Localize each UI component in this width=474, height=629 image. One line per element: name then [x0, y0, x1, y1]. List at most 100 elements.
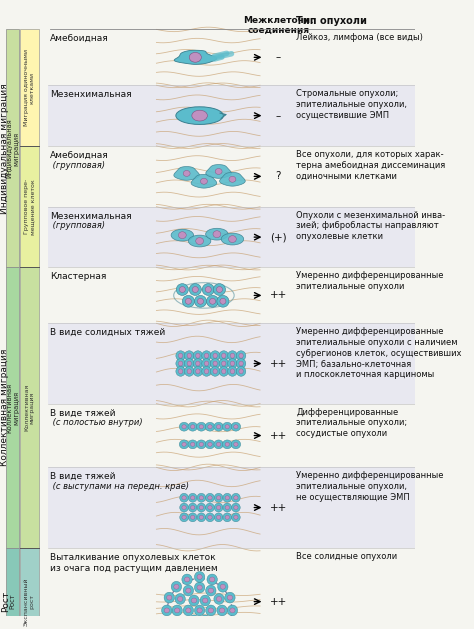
Ellipse shape	[208, 506, 212, 509]
Ellipse shape	[164, 618, 174, 628]
Text: ?: ?	[275, 171, 281, 181]
Ellipse shape	[204, 353, 209, 358]
Bar	[20, 146, 39, 267]
Ellipse shape	[219, 608, 225, 613]
Ellipse shape	[217, 496, 221, 499]
Text: Умеренно дифференцированные
эпителиальные опухоли с наличием
субрегионов клеток,: Умеренно дифференцированные эпителиальны…	[296, 327, 462, 379]
Ellipse shape	[194, 582, 205, 593]
Ellipse shape	[174, 608, 180, 613]
Polygon shape	[191, 174, 217, 188]
Ellipse shape	[220, 298, 226, 304]
Ellipse shape	[191, 442, 195, 447]
Text: Лейкоз, лимфома (все виды): Лейкоз, лимфома (все виды)	[296, 33, 423, 42]
Ellipse shape	[184, 367, 194, 376]
Text: –: –	[275, 111, 281, 121]
Ellipse shape	[217, 620, 222, 625]
Ellipse shape	[197, 503, 206, 512]
Ellipse shape	[187, 369, 191, 374]
Ellipse shape	[194, 296, 207, 307]
Ellipse shape	[234, 515, 238, 520]
Ellipse shape	[199, 506, 203, 509]
Ellipse shape	[176, 284, 188, 296]
Ellipse shape	[234, 425, 238, 429]
Ellipse shape	[206, 503, 214, 512]
Bar	[20, 267, 39, 548]
Ellipse shape	[228, 359, 237, 369]
Ellipse shape	[223, 493, 232, 502]
Ellipse shape	[202, 367, 211, 376]
Ellipse shape	[199, 515, 203, 520]
Ellipse shape	[228, 367, 237, 376]
Text: Индивидуальная
миграция: Индивидуальная миграция	[6, 118, 19, 178]
Ellipse shape	[179, 440, 189, 448]
Bar	[20, 30, 39, 146]
Ellipse shape	[167, 595, 172, 600]
Polygon shape	[174, 167, 200, 181]
Ellipse shape	[237, 359, 246, 369]
Text: Умеренно дифференцированные
эпителиальные опухоли,
не осуществляющие ЭМП: Умеренно дифференцированные эпителиальны…	[296, 471, 444, 502]
Ellipse shape	[219, 359, 228, 369]
Polygon shape	[219, 172, 245, 186]
Text: (+): (+)	[270, 232, 286, 242]
Ellipse shape	[214, 493, 223, 502]
Text: Амебоидная: Амебоидная	[50, 35, 109, 43]
Ellipse shape	[232, 513, 240, 521]
Ellipse shape	[187, 353, 191, 358]
Ellipse shape	[188, 235, 211, 247]
Text: –: –	[275, 52, 281, 62]
Ellipse shape	[206, 493, 214, 502]
Ellipse shape	[237, 351, 246, 360]
Ellipse shape	[205, 422, 215, 431]
Ellipse shape	[214, 513, 223, 521]
Ellipse shape	[217, 296, 229, 307]
Ellipse shape	[183, 170, 190, 176]
Ellipse shape	[188, 422, 198, 431]
Ellipse shape	[206, 513, 214, 521]
Ellipse shape	[182, 574, 192, 585]
Ellipse shape	[194, 605, 205, 616]
Ellipse shape	[217, 515, 221, 520]
Ellipse shape	[178, 361, 183, 366]
Ellipse shape	[237, 367, 246, 376]
Bar	[6, 30, 19, 267]
Text: Опухоли с мезенхимальной инва-
зией; фибробласты направляют
опухолевые клетки: Опухоли с мезенхимальной инва- зией; фиб…	[296, 211, 446, 241]
Ellipse shape	[191, 598, 197, 603]
Polygon shape	[206, 165, 231, 178]
Text: Все опухоли, для которых харак-
терна амебоидная диссеминация
одиночными клеткам: Все опухоли, для которых харак- терна ам…	[296, 150, 446, 181]
Ellipse shape	[200, 595, 210, 606]
Ellipse shape	[231, 440, 241, 448]
Ellipse shape	[228, 621, 233, 626]
Bar	[20, 548, 39, 629]
Text: Экспансивный
рост: Экспансивный рост	[24, 577, 35, 626]
Ellipse shape	[167, 621, 172, 626]
Ellipse shape	[171, 581, 182, 592]
Text: ++: ++	[270, 596, 287, 606]
Ellipse shape	[210, 367, 220, 376]
Ellipse shape	[213, 231, 221, 238]
Ellipse shape	[213, 353, 217, 358]
Text: Коллективная
миграция: Коллективная миграция	[6, 382, 19, 433]
Ellipse shape	[213, 369, 217, 374]
Ellipse shape	[176, 351, 185, 360]
Text: Дифференцированные
эпителиальные опухоли;
сосудистые опухоли: Дифференцированные эпителиальные опухоли…	[296, 408, 408, 438]
Ellipse shape	[188, 493, 197, 502]
Ellipse shape	[206, 585, 216, 596]
Ellipse shape	[191, 425, 195, 429]
Ellipse shape	[199, 425, 203, 429]
Ellipse shape	[178, 620, 183, 625]
Ellipse shape	[196, 238, 203, 245]
Ellipse shape	[214, 594, 224, 604]
Text: Мезенхимальная: Мезенхимальная	[50, 90, 132, 99]
Ellipse shape	[201, 179, 208, 184]
Ellipse shape	[202, 359, 211, 369]
Ellipse shape	[197, 585, 202, 590]
Ellipse shape	[188, 440, 198, 448]
Ellipse shape	[182, 425, 186, 429]
Ellipse shape	[162, 605, 172, 616]
Ellipse shape	[225, 506, 229, 509]
Ellipse shape	[184, 577, 190, 582]
Ellipse shape	[204, 369, 209, 374]
Ellipse shape	[192, 287, 198, 292]
Ellipse shape	[206, 228, 228, 240]
Ellipse shape	[185, 298, 191, 304]
